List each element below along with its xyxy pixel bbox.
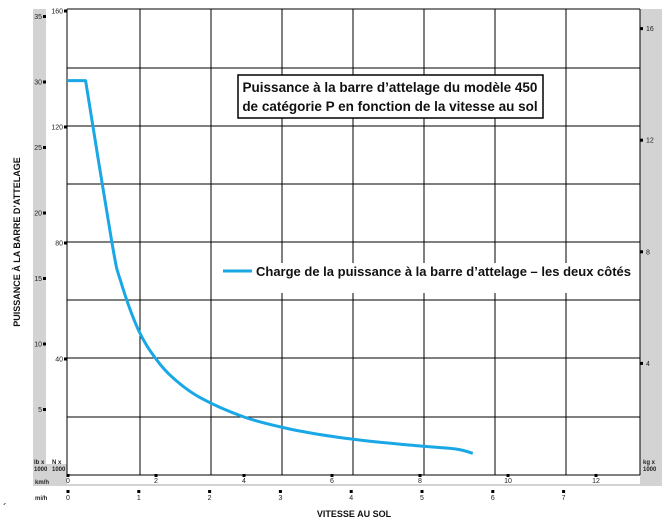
tick-right-kg-mark-8 — [640, 250, 643, 254]
tick-bottom-mph-3: 3 — [278, 495, 282, 502]
unit-left-hp: lb x 1000 — [34, 460, 48, 473]
tick-bottom-mph-5: 5 — [420, 495, 424, 502]
tick-bottom-kmh-mark-2 — [154, 474, 158, 477]
mph-axis-strip — [67, 486, 640, 495]
tick-bottom-mph-1: 1 — [137, 495, 141, 502]
tick-right-kg-16: 16 — [646, 26, 654, 33]
tick-bottom-kmh-mark-8 — [418, 474, 422, 477]
chart-title-line-1: Puissance à la barre d’attelage du modèl… — [243, 80, 538, 95]
tick-bottom-kmh-mark-4 — [242, 474, 246, 477]
legend: Charge de la puissance à la barre d’atte… — [218, 263, 631, 293]
tick-left-kn-mark-80 — [64, 241, 67, 245]
tick-left-hp-15: 15 — [34, 276, 42, 283]
tick-right-kg-12: 12 — [646, 138, 654, 145]
unit-left-kn: N x 1000 — [52, 460, 66, 473]
tick-left-hp-20: 20 — [34, 211, 42, 218]
tick-left-hp-10: 10 — [34, 342, 42, 349]
tick-bottom-kmh-8: 8 — [418, 478, 422, 485]
tick-bottom-mph-0: 0 — [66, 495, 70, 502]
tick-left-hp-30: 30 — [34, 80, 42, 87]
tick-bottom-mph-mark-3 — [278, 490, 282, 493]
tick-right-kg-8: 8 — [646, 249, 650, 256]
tick-left-hp-mark-15 — [43, 277, 46, 280]
tick-bottom-mph-mark-2 — [208, 490, 212, 493]
tick-left-hp-mark-25 — [43, 146, 46, 149]
tick-bottom-kmh-mark-6 — [330, 474, 334, 477]
tick-left-hp-35: 35 — [34, 14, 42, 21]
tick-bottom-mph-2: 2 — [208, 495, 212, 502]
tick-bottom-mph-mark-5 — [420, 490, 424, 493]
tick-left-hp-5: 5 — [38, 407, 42, 414]
tick-bottom-kmh-6: 6 — [330, 478, 334, 485]
tick-left-kn-mark-160 — [64, 9, 67, 13]
tick-left-hp-25: 25 — [34, 145, 42, 152]
tick-right-kg-4: 4 — [646, 361, 650, 368]
tick-left-kn-40: 40 — [55, 357, 63, 364]
right-axis-band — [640, 9, 662, 483]
tick-bottom-kmh-4: 4 — [242, 478, 246, 485]
stray-mark: ´ — [3, 501, 7, 515]
tick-bottom-mph-mark-1 — [137, 490, 141, 493]
tick-bottom-mph-mark-4 — [349, 490, 353, 493]
unit-bottom-mph: mi/h — [35, 496, 48, 502]
x-axis-label: VITESSE AU SOL — [317, 509, 392, 518]
chart-title-box: Puissance à la barre d’attelage du modèl… — [237, 74, 544, 119]
tick-bottom-mph-4: 4 — [349, 495, 353, 502]
tick-left-kn-160: 160 — [51, 9, 63, 16]
tick-right-kg-mark-16 — [640, 27, 643, 31]
tick-bottom-kmh-mark-0 — [66, 474, 70, 477]
km-axis-strip — [67, 475, 640, 484]
unit-right-kg: kg x 1000 — [643, 460, 657, 473]
tick-bottom-mph-mark-6 — [491, 490, 495, 493]
tick-left-hp-mark-35 — [43, 15, 46, 18]
tick-left-kn-mark-120 — [64, 125, 67, 129]
tick-right-kg-mark-12 — [640, 138, 643, 142]
tick-bottom-mph-mark-7 — [562, 490, 566, 493]
tick-bottom-kmh-0: 0 — [66, 478, 70, 485]
tick-bottom-kmh-mark-10 — [506, 474, 510, 477]
tick-right-kg-mark-4 — [640, 361, 643, 365]
tick-left-hp-mark-10 — [43, 342, 46, 346]
tick-bottom-mph-mark-0 — [66, 490, 70, 493]
tick-left-kn-mark-40 — [64, 357, 67, 361]
tick-left-hp-mark-20 — [43, 211, 46, 215]
legend-label: Charge de la puissance à la barre d’atte… — [256, 264, 631, 279]
y-axis-label: PUISSANCE À LA BARRE D’ATTELAGE — [12, 157, 22, 327]
chart-title-line-2: de catégorie P en fonction de la vitesse… — [242, 99, 537, 114]
tick-left-hp-mark-30 — [43, 80, 46, 84]
tick-bottom-kmh-mark-12 — [594, 474, 598, 477]
tick-left-kn-80: 80 — [55, 241, 63, 248]
tick-bottom-kmh-12: 12 — [592, 478, 600, 485]
left-axis-band — [33, 9, 46, 483]
tick-left-hp-mark-5 — [43, 408, 46, 411]
tick-bottom-mph-7: 7 — [562, 495, 566, 502]
tick-bottom-kmh-2: 2 — [154, 478, 158, 485]
tick-left-kn-120: 120 — [51, 125, 63, 132]
tick-bottom-mph-6: 6 — [491, 495, 495, 502]
tick-bottom-kmh-10: 10 — [504, 478, 512, 485]
series-line-drawbar-load — [68, 79, 474, 455]
unit-bottom-kmh: km/h — [35, 480, 49, 486]
